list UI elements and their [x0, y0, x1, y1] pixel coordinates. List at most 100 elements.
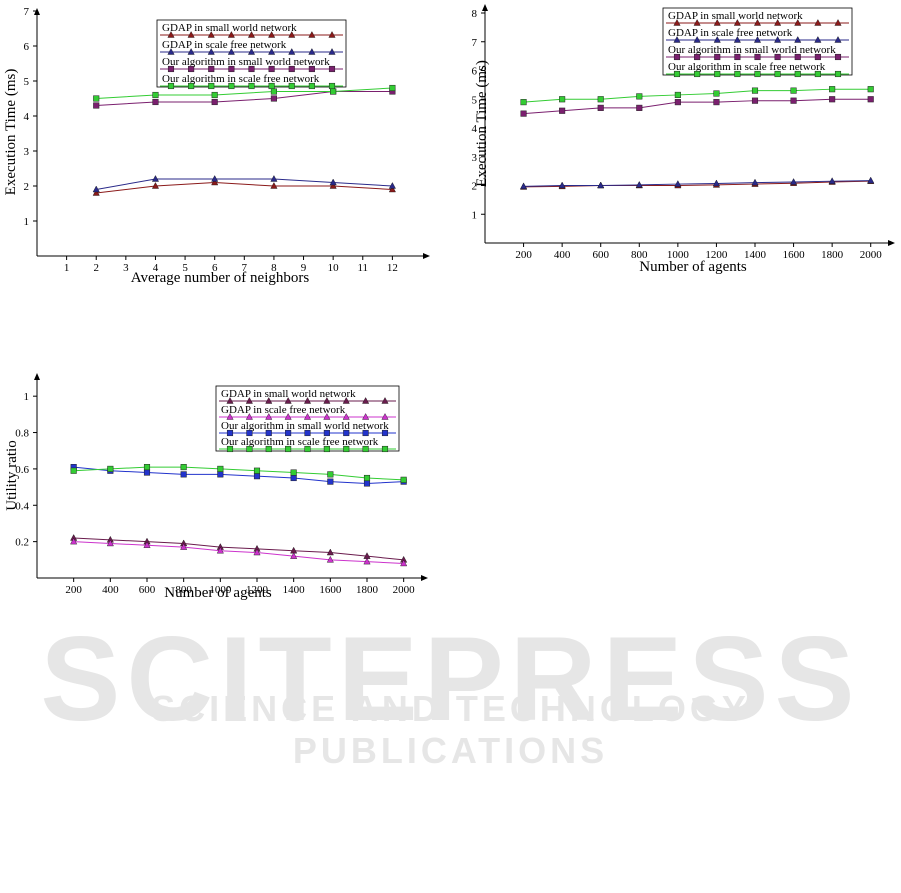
data-point	[187, 48, 195, 55]
data-point	[342, 397, 350, 404]
x-axis-arrow	[888, 240, 895, 246]
data-point	[326, 555, 334, 563]
data-point	[188, 65, 195, 73]
data-point	[829, 86, 836, 93]
data-point	[323, 397, 331, 404]
series-3	[520, 86, 874, 106]
data-point	[167, 65, 175, 73]
legend-entry: Our algorithm in small world network	[668, 44, 836, 56]
data-point	[559, 107, 566, 114]
data-point	[290, 469, 297, 476]
data-point	[167, 82, 175, 90]
data-point	[167, 31, 175, 38]
y-axis-arrow	[34, 373, 40, 380]
data-point	[790, 87, 797, 94]
data-point	[180, 543, 188, 550]
data-point	[226, 445, 234, 453]
x-tick-label: 800	[631, 249, 648, 261]
data-point	[290, 474, 297, 482]
data-point	[265, 445, 272, 453]
data-point	[92, 185, 100, 193]
data-point	[751, 87, 759, 94]
data-point	[265, 413, 273, 420]
x-tick-label: 1400	[283, 584, 306, 596]
legend-entry: GDAP in scale free network	[162, 39, 287, 51]
data-point	[92, 189, 100, 196]
data-point	[327, 471, 334, 478]
data-point	[284, 413, 292, 420]
x-tick-label: 600	[139, 584, 156, 596]
data-point	[389, 84, 396, 92]
data-point	[400, 476, 407, 483]
series-2	[93, 88, 396, 109]
data-point	[597, 181, 605, 189]
data-point	[342, 413, 350, 420]
data-point	[180, 464, 187, 471]
data-point	[106, 539, 114, 547]
data-point	[323, 445, 330, 453]
y-tick-label: 0.8	[15, 428, 29, 440]
watermark-subtitle: SCIENCE AND TECHNOLOGY PUBLICATIONS	[151, 688, 750, 771]
x-tick-label: 11	[357, 262, 368, 274]
data-point	[211, 178, 219, 186]
data-point	[794, 53, 801, 61]
data-point	[343, 429, 350, 437]
data-point	[228, 65, 235, 73]
data-point	[814, 19, 822, 26]
y-tick-label: 6	[24, 41, 30, 53]
y-tick-label: 2	[24, 181, 30, 193]
data-point	[152, 91, 159, 99]
data-point	[330, 88, 337, 95]
series-0	[92, 178, 396, 196]
legend-entry: GDAP in scale free network	[221, 404, 346, 416]
y-axis-label: Utility ratio	[4, 440, 20, 510]
data-point	[694, 70, 701, 78]
data-point	[713, 36, 721, 43]
data-point	[751, 97, 759, 104]
x-tick-label: 200	[515, 249, 532, 261]
y-tick-label: 6	[472, 66, 478, 78]
data-point	[304, 445, 311, 453]
x-tick-label: 1200	[246, 584, 269, 596]
data-point	[774, 36, 782, 43]
series-line	[523, 88, 871, 103]
y-axis-label: Execution Time (ms)	[474, 60, 490, 187]
data-point	[636, 104, 643, 111]
data-point	[216, 546, 224, 554]
data-point	[253, 473, 261, 480]
x-axis-label: Average number of neighbors	[131, 270, 310, 286]
data-point	[208, 82, 215, 90]
data-point	[674, 180, 682, 187]
x-tick-label: 7	[242, 262, 248, 274]
data-point	[814, 36, 822, 43]
data-point	[143, 464, 151, 471]
legend-entry: Our algorithm in scale free network	[668, 61, 826, 73]
y-tick-label: 4	[24, 111, 30, 123]
data-point	[288, 48, 296, 55]
data-point	[288, 31, 296, 38]
x-tick-label: 1800	[356, 584, 379, 596]
data-point	[794, 19, 802, 26]
x-tick-label: 800	[175, 584, 192, 596]
data-point	[673, 70, 681, 78]
data-point	[226, 397, 234, 404]
legend: GDAP in small world network GDAP in scale…	[662, 7, 853, 78]
y-tick-label: 3	[24, 146, 30, 158]
data-point	[400, 559, 408, 567]
data-point	[635, 181, 643, 188]
data-point	[834, 19, 842, 26]
data-point	[326, 548, 334, 556]
x-axis-label: Number of agents	[639, 259, 747, 275]
legend-entry: Our algorithm in small world network	[162, 56, 330, 68]
data-point	[714, 53, 721, 61]
legend-entry: GDAP in small world network	[668, 10, 803, 22]
data-point	[733, 36, 741, 43]
x-tick-label: 400	[554, 249, 571, 261]
chart-execution-time-vs-agents: 200 400 600 800 1000 1200 1400 1600 1800 2000 1 2 3 4…	[472, 4, 895, 275]
data-point	[270, 95, 277, 102]
x-axis-arrow	[421, 575, 428, 581]
data-point	[381, 413, 389, 420]
data-point	[774, 70, 781, 78]
data-point	[246, 445, 253, 453]
